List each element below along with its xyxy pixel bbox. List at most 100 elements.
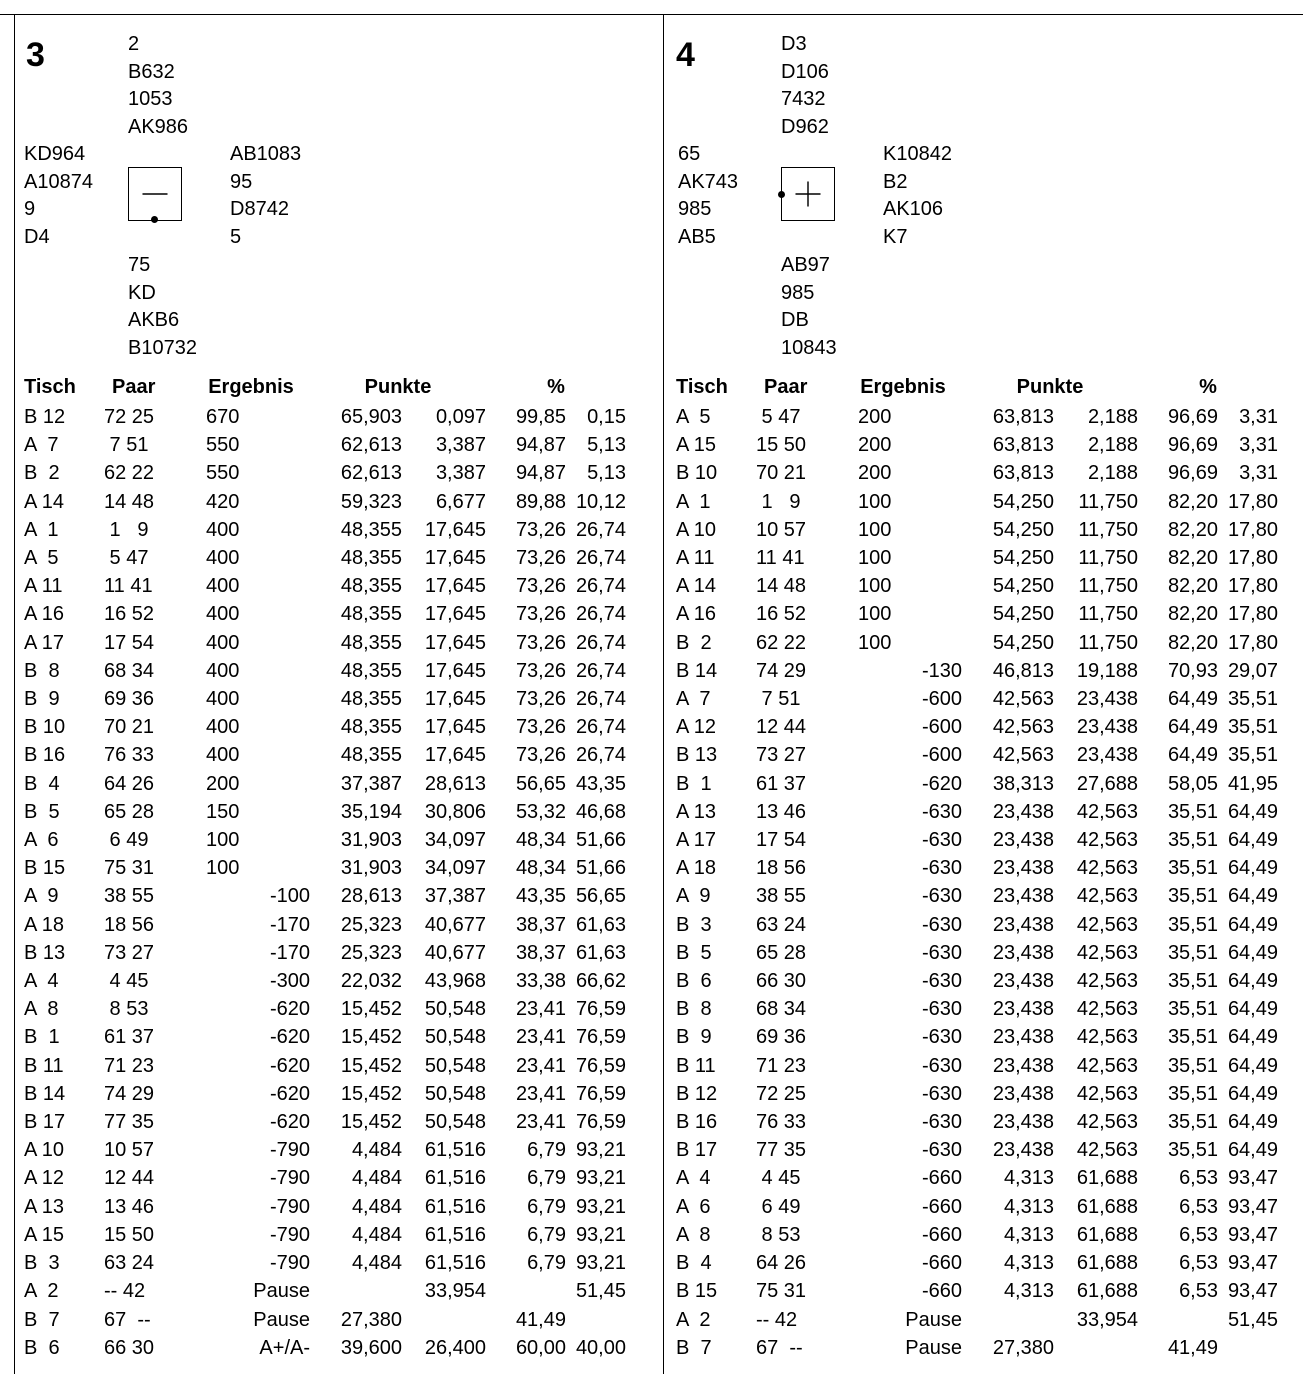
cell-ergebnis: -130 [921,659,962,682]
cell-punkte-ow: 61,516 [424,1223,486,1246]
cell-punkte-ow: 17,645 [424,575,486,598]
cell-prozent-ow: 0,15 [587,406,626,428]
cell-punkte-ow: 17,645 [424,547,486,570]
cell-prozent-ns: 35,51 [1167,1111,1218,1134]
cell-tisch: B 3 [676,913,712,936]
cell-prozent-ow: 76,59 [575,1082,626,1105]
cell-prozent-ow: 64,49 [1227,885,1278,908]
cell-prozent-ns: 73,26 [515,744,566,767]
north-clubs: D962 [781,115,829,138]
table-row: B 6 66 30 -630 23,438 42,563 35,51 64,49 [666,967,1278,995]
west-spades: 65 [678,143,701,165]
south-spades: AB97 [781,254,830,276]
cell-tisch: B 16 [676,1111,718,1134]
cell-punkte-ow [1054,1334,1138,1362]
cell-prozent-ns: 82,20 [1167,631,1218,654]
cell-paar: 65 28 [104,800,155,823]
cell-ergebnis: -620 [269,1026,310,1049]
cell-ergebnis: -620 [269,1111,310,1134]
cell-punkte-ow: 61,516 [424,1139,486,1162]
cell-prozent-ow: 17,80 [1227,575,1278,598]
cell-prozent-ow: 3,31 [1239,406,1278,428]
north-diamonds: 1053 [128,88,173,111]
table-row: B 9 69 36 400 48,355 17,645 73,26 26,74 [14,685,626,713]
cell-paar: 38 55 [756,885,807,908]
cell-prozent-ow: 46,68 [575,800,626,823]
cell-paar: 11 41 [756,547,805,570]
cell-tisch: B 14 [676,659,718,682]
cell-punkte-ow: 61,688 [1076,1252,1138,1275]
cell-ergebnis: Pause [253,1280,310,1303]
cell-prozent-ns: 73,26 [515,547,566,570]
dealer-west-marker [778,191,785,198]
cell-ergebnis: -620 [269,998,310,1021]
table-row: B 13 73 27 -170 25,323 40,677 38,37 61,63 [14,939,626,967]
cell-ergebnis: -790 [269,1195,310,1218]
cell-tisch: A 6 [676,1195,711,1218]
cell-punkte-ns: 48,355 [340,716,402,739]
cell-punkte-ns: 35,194 [340,800,402,823]
cell-punkte-ns: 27,380 [992,1336,1054,1359]
cell-paar: 63 24 [104,1252,155,1275]
cell-paar: 72 25 [104,406,155,428]
table-row: B 5 65 28 -630 23,438 42,563 35,51 64,49 [666,939,1278,967]
results-table: Tisch Paar Ergebnis Punkte % A 5 5 47 200… [666,371,1278,1362]
table-row: A 8 8 53 -660 4,313 61,688 6,53 93,47 [666,1221,1278,1249]
cell-ergebnis: 200 [206,772,240,795]
cell-ergebnis: -790 [269,1167,310,1190]
cell-ergebnis: -300 [269,970,310,993]
cell-paar: 66 30 [756,970,807,993]
cell-paar: 61 37 [756,772,807,795]
cell-tisch: A 18 [24,913,65,936]
cell-ergebnis: 400 [206,659,240,682]
cell-prozent-ns: 94,87 [515,434,566,457]
cell-paar: 77 35 [104,1111,155,1134]
cell-prozent-ns: 64,49 [1167,688,1218,711]
cell-punkte-ow: 61,688 [1076,1167,1138,1190]
table-row: A 17 17 54 400 48,355 17,645 73,26 26,74 [14,629,626,657]
table-row: A 16 16 52 100 54,250 11,750 82,20 17,80 [666,600,1278,628]
header-punkte: Punkte [364,375,432,398]
cell-paar: 69 36 [756,1026,807,1049]
cell-tisch: B 5 [676,941,712,964]
cell-punkte-ow: 61,516 [424,1252,486,1275]
cell-punkte-ow: 17,645 [424,518,486,541]
cell-paar: 61 37 [104,1026,155,1049]
cell-ergebnis: Pause [905,1308,962,1331]
cell-punkte-ns: 48,355 [340,631,402,654]
cell-prozent-ns: 89,88 [515,490,566,513]
cell-punkte-ow: 61,516 [424,1167,486,1190]
cell-prozent-ow: 61,63 [575,941,626,964]
page-top-rule [0,14,1303,15]
cell-ergebnis: 400 [206,744,240,767]
cell-ergebnis: 200 [858,434,892,457]
cell-punkte-ow: 2,188 [1087,462,1138,485]
table-row: A 2 -- 42 Pause 33,954 51,45 [14,1277,626,1305]
cell-punkte-ns: 23,438 [992,1026,1054,1049]
south-hearts: 985 [781,281,815,304]
cell-tisch: B 17 [676,1139,718,1162]
cell-tisch: B 4 [676,1252,712,1275]
cell-tisch: A 14 [24,490,65,513]
cell-paar: 8 53 [756,1223,801,1246]
cell-prozent-ow: 26,74 [575,659,626,682]
south-clubs: B10732 [128,336,197,359]
cell-prozent-ow: 51,66 [575,829,626,852]
cell-tisch: A 7 [24,434,59,457]
cell-prozent-ow: 26,74 [575,631,626,654]
cell-prozent-ow: 64,49 [1227,1139,1278,1162]
cell-punkte-ns: 28,613 [340,885,402,908]
cell-ergebnis: -660 [921,1252,962,1275]
cell-paar: 6 49 [756,1195,801,1218]
north-spades: D3 [781,33,807,55]
cell-punkte-ow: 11,750 [1078,490,1138,513]
cell-prozent-ow: 51,45 [1227,1308,1278,1331]
cell-prozent-ow: 35,51 [1227,716,1278,739]
cell-punkte-ow: 61,516 [424,1195,486,1218]
cell-prozent-ow: 51,66 [575,857,626,880]
cell-prozent-ow: 93,47 [1227,1167,1278,1190]
table-row: B 2 62 22 100 54,250 11,750 82,20 17,80 [666,629,1278,657]
cell-prozent-ns: 70,93 [1167,659,1218,682]
cell-punkte-ow: 30,806 [424,800,486,823]
cell-prozent-ow: 64,49 [1227,857,1278,880]
